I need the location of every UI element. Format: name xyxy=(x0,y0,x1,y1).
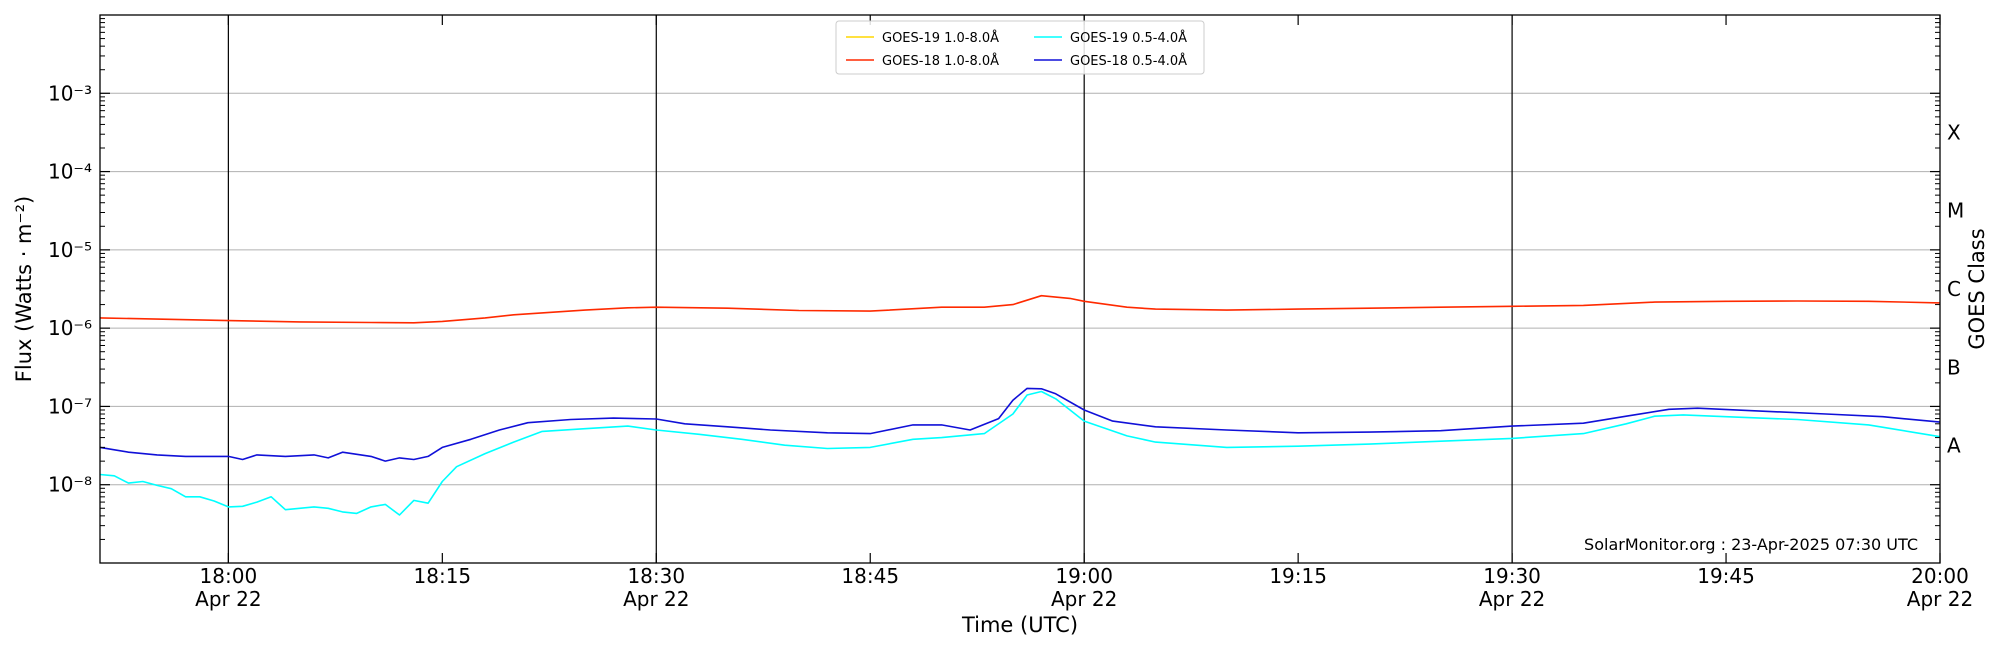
grid xyxy=(100,92,1940,486)
day-hour-lines xyxy=(227,15,1513,563)
x-tick-label-0: 18:00 xyxy=(200,564,258,588)
x-tick-date-8: Apr 22 xyxy=(1907,587,1973,611)
plot-frame xyxy=(99,14,1941,564)
x-axis-label: Time (UTC) xyxy=(961,613,1078,637)
goes-class-a: A xyxy=(1947,434,1961,458)
x-tick-date-6: Apr 22 xyxy=(1479,587,1545,611)
x-tick-date-2: Apr 22 xyxy=(623,587,689,611)
legend-label-2: GOES-19 0.5-4.0Å xyxy=(1070,30,1187,46)
right-axis-label: GOES Class xyxy=(1965,228,1989,349)
goes-class-b: B xyxy=(1947,355,1961,379)
y-tick-label-0: 10⁻⁸ xyxy=(48,473,92,497)
x-tick-label-1: 18:15 xyxy=(414,564,472,588)
goes-class-x: X xyxy=(1947,120,1961,144)
x-tick-label-4: 19:00 xyxy=(1055,564,1113,588)
goes-class-m: M xyxy=(1947,199,1964,223)
x-tick-date-0: Apr 22 xyxy=(195,587,261,611)
series-lines xyxy=(99,294,1941,516)
series-line-2 xyxy=(99,390,1941,516)
y-axis-label: Flux (Watts · m⁻²) xyxy=(12,196,36,382)
x-tick-label-5: 19:15 xyxy=(1269,564,1327,588)
legend: GOES-19 1.0-8.0Å GOES-18 1.0-8.0Å GOES-19 … xyxy=(835,20,1205,75)
y-axis-ticks: 10⁻⁸ 10⁻⁷ 10⁻⁶ 10⁻⁵ 10⁻⁴ 10⁻³ xyxy=(48,18,1940,540)
y-tick-label-2: 10⁻⁶ xyxy=(48,316,92,340)
legend-label-3: GOES-18 0.5-4.0Å xyxy=(1070,53,1187,69)
goes-class-c: C xyxy=(1947,277,1961,301)
goes-class-labels: A B C M X xyxy=(1947,120,1964,457)
y-tick-label-1: 10⁻⁷ xyxy=(48,394,92,418)
legend-label-1: GOES-18 1.0-8.0Å xyxy=(882,53,999,69)
x-tick-label-6: 19:30 xyxy=(1483,564,1541,588)
x-tick-label-2: 18:30 xyxy=(627,564,685,588)
legend-label-0: GOES-19 1.0-8.0Å xyxy=(882,30,999,46)
series-line-1 xyxy=(99,294,1941,324)
x-tick-label-8: 20:00 xyxy=(1911,564,1969,588)
y-tick-label-5: 10⁻³ xyxy=(48,81,92,105)
x-tick-label-7: 19:45 xyxy=(1697,564,1755,588)
legend-box xyxy=(835,20,1205,75)
x-tick-label-3: 18:45 xyxy=(841,564,899,588)
credit-text: SolarMonitor.org : 23-Apr-2025 07:30 UTC xyxy=(1584,535,1918,554)
x-tick-date-4: Apr 22 xyxy=(1051,587,1117,611)
series-line-3 xyxy=(99,387,1941,462)
y-tick-label-4: 10⁻⁴ xyxy=(48,160,92,184)
y-tick-label-3: 10⁻⁵ xyxy=(48,238,92,262)
